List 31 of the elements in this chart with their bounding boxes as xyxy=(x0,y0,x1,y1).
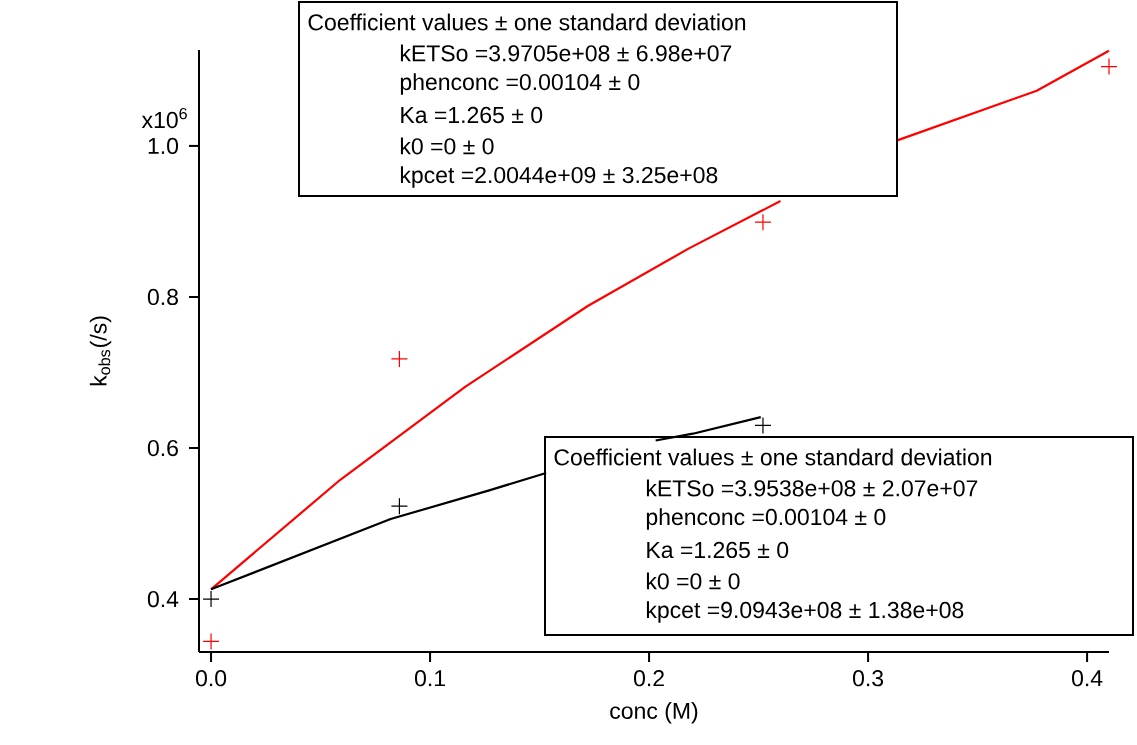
x-tick-label: 0.1 xyxy=(414,670,445,687)
annotation: Ka =1.265 ± 0 xyxy=(647,541,789,559)
x-tick-label: 0.4 xyxy=(1072,670,1103,687)
y-axis-title: k$_{obs}$(/s) xyxy=(89,316,112,386)
annotation: phenconc =0.00104 ± 0 xyxy=(646,508,886,530)
point xyxy=(390,497,408,515)
point xyxy=(754,213,772,231)
annotation: kpcet =2.0044e+09 ± 3.25e+08 xyxy=(400,166,718,188)
point xyxy=(390,350,408,368)
annotation: kpcet =9.0943e+08 ± 1.38e+08 xyxy=(646,601,964,623)
annotation: kETSo =3.9705e+08 ± 6.98e+07 xyxy=(400,44,732,62)
text: x10$^{6}$ xyxy=(141,107,187,129)
text: Coefficient values ± one standard deviation xyxy=(308,13,746,31)
point xyxy=(754,416,772,434)
y-tick-label: 0.4 xyxy=(147,590,179,608)
x-tick-label: 0.3 xyxy=(853,670,884,687)
annotation: k0 =0 ± 0 xyxy=(646,572,740,590)
annotation: k0 =0 ± 0 xyxy=(400,137,494,155)
y-tick-label: 1.0 xyxy=(148,137,179,155)
point xyxy=(202,632,220,651)
x-tick-label: 0.2 xyxy=(634,670,664,687)
annotation: kETSo =3.9538e+08 ± 2.07e+07 xyxy=(646,479,978,497)
annotation: Coefficient values ± one standard deviation xyxy=(554,448,992,466)
annotation: phenconc =0.00104 ± 0 xyxy=(400,73,640,95)
annotation: Ka =1.265 ± 0 xyxy=(401,106,543,124)
y-tick-label: 0.6 xyxy=(147,439,178,457)
point xyxy=(202,590,220,608)
y-tick-label: 0.8 xyxy=(147,288,178,306)
point xyxy=(1100,58,1118,76)
x-axis-title: conc (M) xyxy=(610,702,698,724)
x-tick-label: 0.0 xyxy=(195,670,227,687)
